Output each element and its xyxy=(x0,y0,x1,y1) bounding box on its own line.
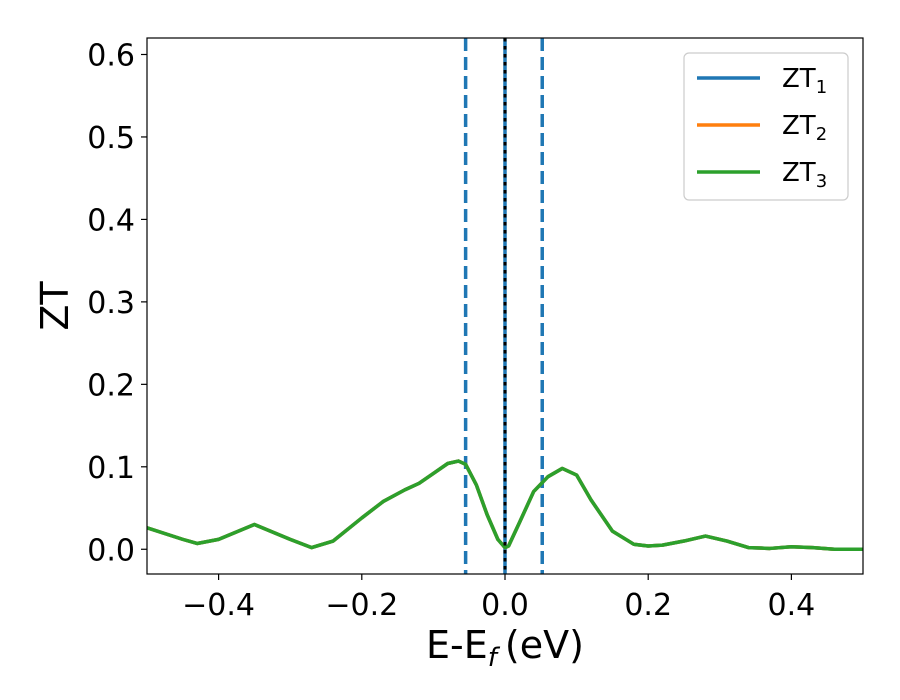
legend-label: ZT1 xyxy=(782,64,827,98)
y-tick-label: 0.6 xyxy=(87,38,135,73)
x-axis-title: E-Ef (eV) xyxy=(426,623,584,673)
y-axis-title: ZT xyxy=(33,281,77,331)
x-axis-title-unit: (eV) xyxy=(505,623,584,667)
x-tick-label: 0.4 xyxy=(768,588,816,623)
y-tick-label: 0.5 xyxy=(87,121,135,156)
x-axis: −0.4 −0.2 0.0 0.2 0.4 xyxy=(182,574,815,623)
y-tick-label: 0.0 xyxy=(87,533,135,568)
legend-box xyxy=(683,52,849,201)
legend: ZT1 ZT2 ZT3 xyxy=(683,52,849,201)
y-axis: 0.0 0.1 0.2 0.3 0.4 0.5 0.6 xyxy=(87,38,147,568)
y-tick-label: 0.3 xyxy=(87,286,135,321)
x-tick-label: 0.2 xyxy=(624,588,672,623)
plot-area xyxy=(147,38,863,574)
x-tick-label: −0.4 xyxy=(182,588,255,623)
legend-label: ZT3 xyxy=(782,158,827,192)
x-tick-label: 0.0 xyxy=(481,588,529,623)
y-tick-label: 0.4 xyxy=(87,203,135,238)
series-line-zt3 xyxy=(147,459,863,552)
y-tick-label: 0.1 xyxy=(87,451,135,486)
legend-label: ZT2 xyxy=(782,111,827,145)
y-tick-label: 0.2 xyxy=(87,368,135,403)
x-tick-label: −0.2 xyxy=(325,588,398,623)
